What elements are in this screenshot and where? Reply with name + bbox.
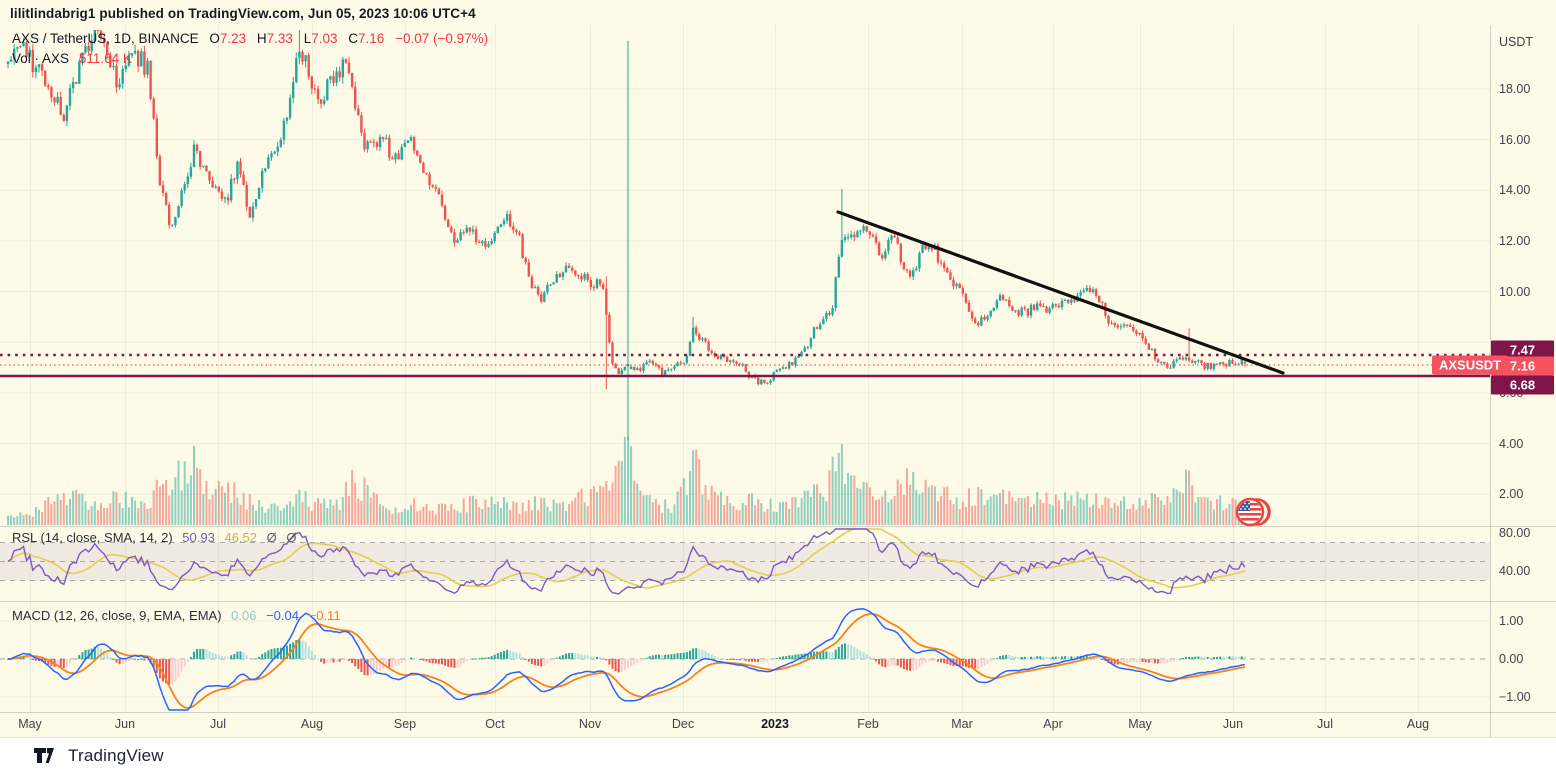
rsi-name[interactable]: RSL: [12, 530, 37, 545]
macd-signal-value: −0.11: [308, 608, 341, 623]
time-axis[interactable]: May Jun Jul Aug Sep Oct Nov Dec 2023 Feb Mar Apr May…: [0, 713, 1490, 737]
ohlc-high-value: 7.33: [266, 31, 293, 46]
ohlc-close-label: C: [348, 31, 359, 46]
time-label-sep: Sep: [393, 717, 417, 731]
ohlc-open-value: 7.23: [219, 31, 247, 46]
rsi-line: [7, 528, 1246, 595]
macd-params: (12, 26, close, 9, EMA, EMA): [53, 608, 222, 623]
ohlc-open-label: O: [209, 31, 220, 46]
macd-tick-0.00: 0.00: [1499, 652, 1524, 666]
price-badge-6.68: 6.68: [1491, 375, 1554, 395]
price-tick-12.00: 12.00: [1499, 233, 1531, 248]
ohlc-low-value: 7.03: [311, 31, 338, 46]
symbol-title[interactable]: AXS / TetherUS, 1D, BINANCE: [12, 31, 199, 46]
price-tick-4.00: 4.00: [1499, 436, 1524, 451]
price-badge-7.47: 7.47: [1491, 340, 1554, 360]
rsi-legend[interactable]: RSL (14, close, SMA, 14, 2) 50.93 46.52 …: [12, 530, 299, 545]
descending-trendline[interactable]: [836, 210, 1285, 375]
rsi-ma-value: 46.52: [224, 530, 258, 545]
ohlc-close-value: 7.16: [358, 31, 385, 46]
us-flag-glyph: [1238, 501, 1262, 523]
candles: [6, 30, 1247, 440]
rsi-params: (14, close, SMA, 14, 2): [40, 530, 173, 545]
footer: TradingView: [0, 737, 1556, 772]
macd-hist-value: 0.06: [231, 608, 257, 623]
time-label-may: May: [1128, 717, 1152, 731]
rsi-hidden-values-icon[interactable]: Ø Ø: [266, 530, 300, 545]
macd-tick-−1.00: −1.00: [1499, 690, 1531, 704]
macd-tick-1.00: 1.00: [1499, 614, 1524, 628]
volume-legend[interactable]: Vol · AXS 511.64 K: [12, 51, 132, 66]
rsi-tick-80.00: 80.00: [1499, 526, 1531, 540]
ohlc-low-label: L: [303, 31, 312, 46]
publish-info: lilitlindabrig1 published on TradingView…: [10, 6, 476, 21]
price-tick-16.00: 16.00: [1499, 132, 1531, 147]
tradingview-logo[interactable]: [34, 747, 60, 764]
symbol-legend[interactable]: AXS / TetherUS, 1D, BINANCE O7.23 H7.33 …: [12, 31, 488, 46]
time-label-jul: Jul: [210, 717, 226, 731]
us-flag-sticker[interactable]: [1234, 495, 1274, 534]
volume-bars: [7, 437, 1246, 525]
time-label-2023: 2023: [761, 717, 789, 731]
ohlc-high-label: H: [256, 31, 267, 46]
macd-legend[interactable]: MACD (12, 26, close, 9, EMA, EMA) 0.06 −…: [12, 608, 341, 623]
time-label-jul: Jul: [1317, 717, 1333, 731]
chart-canvas[interactable]: [0, 0, 1556, 737]
time-label-jun: Jun: [114, 717, 136, 731]
time-label-aug: Aug: [1406, 717, 1430, 731]
volume-label: Vol · AXS: [12, 51, 70, 66]
macd-line-value: −0.04: [266, 608, 299, 623]
macd-signal-line: [8, 613, 1246, 709]
time-label-may: May: [18, 717, 42, 731]
macd-line: [7, 608, 1245, 711]
rsi-value: 50.93: [182, 530, 215, 545]
price-tick-10.00: 10.00: [1499, 284, 1531, 299]
sticker-coin-edge: [1262, 500, 1270, 524]
price-tick-14.00: 14.00: [1499, 183, 1531, 198]
rsi-tick-40.00: 40.00: [1499, 564, 1531, 578]
time-label-jun: Jun: [1222, 717, 1244, 731]
time-label-dec: Dec: [671, 717, 695, 731]
footer-brand[interactable]: TradingView: [68, 745, 164, 765]
time-label-apr: Apr: [1043, 717, 1063, 731]
ohlc-change: −0.07 (−0.97%): [395, 31, 489, 46]
symbol-price-tag: AXSUSDT: [1432, 355, 1509, 375]
axis-currency-label: USDT: [1499, 35, 1534, 49]
price-tick-18.00: 18.00: [1499, 82, 1531, 96]
time-label-nov: Nov: [578, 717, 602, 731]
macd-name[interactable]: MACD: [12, 608, 51, 623]
price-tick-2.00: 2.00: [1499, 487, 1524, 502]
time-label-feb: Feb: [857, 717, 879, 731]
volume-value: 511.64 K: [78, 51, 132, 66]
time-label-oct: Oct: [485, 717, 505, 731]
time-label-aug: Aug: [300, 717, 324, 731]
price-axis[interactable]: USDT 18.0016.0014.0012.0010.006.004.002.…: [1491, 0, 1556, 737]
time-label-mar: Mar: [951, 717, 973, 731]
